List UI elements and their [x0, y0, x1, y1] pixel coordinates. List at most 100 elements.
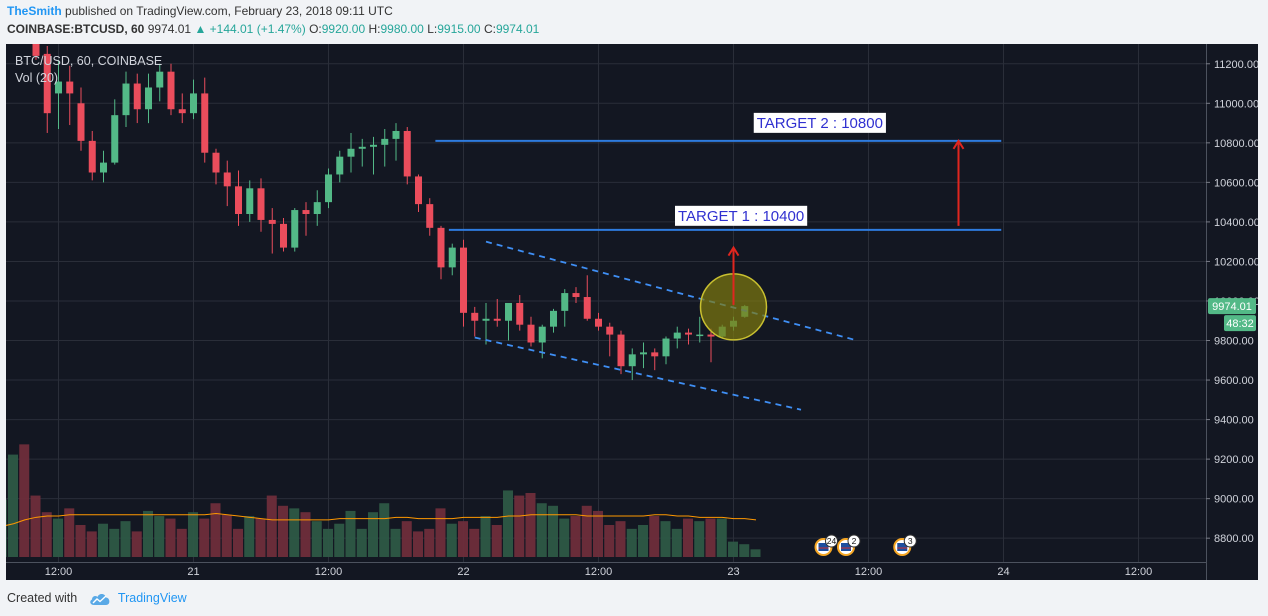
candle-body-12 — [167, 71, 175, 110]
legend-volume: Vol (20) — [15, 71, 58, 85]
volume-bar-26 — [165, 518, 176, 557]
high-value: 9980.00 — [380, 22, 424, 36]
candle-body-9 — [133, 83, 141, 110]
candle-body-53 — [628, 354, 636, 367]
candle-body-21 — [268, 219, 276, 224]
candle-body-20 — [257, 188, 265, 220]
candle-body-40 — [482, 318, 490, 321]
volume-bar-30 — [210, 503, 221, 557]
arrow1-head — [727, 245, 740, 257]
volume-bar-35 — [266, 495, 277, 557]
volume-bar-33 — [244, 516, 255, 557]
volume-bar-34 — [255, 518, 266, 557]
candle-body-0 — [32, 44, 40, 56]
candle-body-18 — [235, 186, 242, 214]
event-count-bubble-0 — [825, 534, 838, 548]
published-text: published on TradingView.com, February 2… — [65, 4, 393, 18]
price-chart[interactable]: TARGET 1 : 10400 TARGET 2 : 10800 11200.… — [6, 44, 1258, 580]
close-value: 9974.01 — [495, 22, 540, 36]
volume-bar-19 — [86, 531, 97, 557]
candle-body-47 — [561, 293, 569, 311]
price-change: ▲ +144.01 (+1.47%) — [194, 22, 306, 36]
candle-body-8 — [122, 83, 130, 116]
legend-symbol: BTC/USD, 60, COINBASE — [15, 54, 162, 68]
volume-bar-74 — [705, 518, 716, 557]
volume-bar-43 — [356, 528, 367, 557]
volume-bar-17 — [64, 508, 75, 557]
tradingview-link[interactable]: TradingView — [117, 591, 187, 605]
volume-bar-45 — [379, 503, 390, 557]
volume-bar-64 — [593, 510, 603, 557]
event-count-0: 24 — [827, 536, 837, 546]
candle-body-26 — [325, 174, 332, 203]
candle-body-45 — [538, 326, 546, 343]
volume-bar-66 — [615, 521, 626, 557]
volume-bar-49 — [424, 528, 435, 557]
volume-bar-61 — [559, 518, 570, 557]
volume-bar-62 — [570, 516, 581, 557]
candle-body-17 — [223, 172, 231, 187]
candle-body-6 — [100, 162, 107, 173]
volume-bar-25 — [154, 516, 165, 557]
arrow2-head — [952, 138, 965, 150]
volume-bar-31 — [221, 514, 232, 557]
close-label: C: — [483, 22, 496, 36]
target-1-label-box — [675, 205, 808, 226]
volume-bar-14 — [30, 495, 41, 557]
event-flag-field-0 — [818, 543, 829, 551]
candle-body-35 — [426, 204, 434, 228]
candle-body-32 — [392, 130, 400, 139]
candle-body-46 — [550, 310, 557, 327]
time-axis[interactable]: 12:00 21 12:00 22 12:00 23 12:00 24 12:00 — [6, 562, 1206, 579]
volume-bar-32 — [233, 528, 243, 557]
publish-info: TheSmith published on TradingView.com, F… — [7, 4, 393, 18]
arrow-up-target-2 — [952, 138, 965, 226]
volume-bar-51 — [446, 523, 457, 557]
candle-body-1 — [43, 53, 51, 114]
volume-bar-11 — [6, 499, 7, 557]
event-flag-field-1 — [841, 543, 851, 551]
candle-body-11 — [156, 71, 164, 88]
volume-bar-76 — [728, 541, 738, 557]
last-price-badge — [1208, 298, 1256, 315]
candle-body-49 — [583, 297, 591, 319]
target-2-label: TARGET 2 : 10800 — [757, 115, 883, 132]
candle-body-52 — [617, 334, 625, 367]
arrow-up-target-1 — [727, 245, 740, 305]
volume-bar-53 — [469, 528, 480, 557]
candle-body-4 — [77, 103, 85, 141]
price-tick-0: 11200.00 — [1214, 59, 1258, 71]
candle-body-55 — [651, 352, 659, 357]
open-label: O: — [309, 22, 322, 36]
volume-bar-47 — [401, 521, 412, 557]
volume-bar-78 — [750, 549, 761, 557]
author-link[interactable]: TheSmith — [7, 4, 62, 18]
price-tick-2: 10800.00 — [1214, 138, 1258, 150]
low-value: 9915.00 — [437, 22, 481, 36]
price-tick-11: 9000.00 — [1214, 494, 1254, 506]
candles — [32, 44, 749, 381]
event-markers: 24 2 3 — [814, 534, 917, 556]
volume-bar-65 — [604, 525, 615, 557]
volume-bar-70 — [660, 521, 671, 557]
volume-bar-38 — [300, 512, 311, 557]
event-count-2: 3 — [908, 536, 913, 546]
created-with-text: Created with — [7, 591, 78, 605]
time-tick-3: 22 — [457, 566, 469, 578]
price-tick-8: 9600.00 — [1214, 375, 1254, 387]
candle-body-50 — [595, 318, 602, 327]
volume-bar-67 — [626, 528, 637, 557]
time-tick-0: 12:00 — [45, 566, 73, 578]
volume-bar-50 — [435, 508, 446, 557]
volume-bar-52 — [458, 521, 468, 557]
high-label: H: — [368, 22, 381, 36]
volume-bar-46 — [390, 528, 401, 557]
volume-bar-63 — [581, 505, 592, 557]
time-tick-5: 23 — [727, 566, 739, 578]
volume-bar-37 — [289, 508, 300, 557]
volume-bar-68 — [638, 525, 648, 557]
candle-body-33 — [403, 130, 411, 177]
volume-bar-23 — [131, 531, 142, 557]
candle-body-25 — [313, 202, 321, 214]
price-tick-12: 8800.00 — [1214, 533, 1254, 545]
